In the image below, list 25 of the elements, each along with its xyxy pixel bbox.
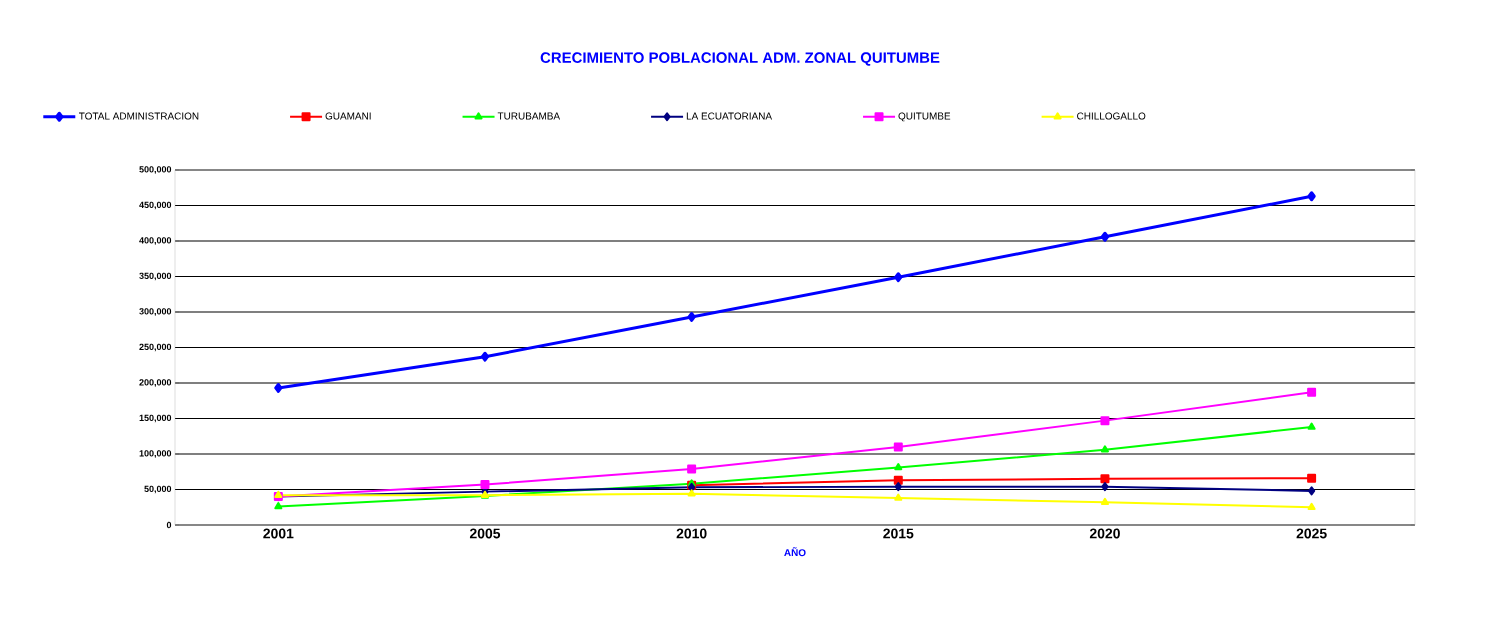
legend-label: CHILLOGALLO bbox=[1077, 112, 1146, 120]
x-tick-label: 2020 bbox=[1089, 528, 1120, 539]
y-tick-label: 450,000 bbox=[139, 201, 172, 210]
y-tick-label: 150,000 bbox=[139, 414, 172, 423]
y-tick-label: 100,000 bbox=[139, 450, 172, 458]
legend-label: LA ECUATORIANA bbox=[686, 112, 773, 120]
x-tick-label: 2005 bbox=[469, 528, 501, 539]
x-tick-label: 2010 bbox=[676, 528, 707, 539]
chart-title: CRECIMIENTO POBLACIONAL ADM. ZONAL QUITUMBE bbox=[540, 52, 940, 66]
legend-label: QUITUMBE bbox=[898, 112, 951, 122]
x-tick-label: 2001 bbox=[263, 528, 294, 539]
legend-label: GUAMANI bbox=[325, 112, 371, 120]
y-tick-label: 500,000 bbox=[139, 166, 172, 174]
y-tick-label: 250,000 bbox=[139, 343, 172, 352]
y-tick-label: 400,000 bbox=[139, 237, 172, 245]
y-tick-label: 50,000 bbox=[144, 485, 172, 494]
y-tick-label: 0 bbox=[166, 521, 172, 529]
x-tick-label: 2025 bbox=[1296, 528, 1327, 539]
x-tick-label: 2015 bbox=[883, 528, 914, 539]
y-tick-label: 300,000 bbox=[139, 308, 172, 316]
legend-label: TOTAL ADMINISTRACION bbox=[79, 112, 199, 120]
y-tick-label: 200,000 bbox=[139, 379, 172, 387]
x-axis-title: AÑO bbox=[784, 547, 806, 557]
y-tick-label: 350,000 bbox=[139, 272, 172, 281]
legend-label: TURUBAMBA bbox=[497, 112, 561, 120]
